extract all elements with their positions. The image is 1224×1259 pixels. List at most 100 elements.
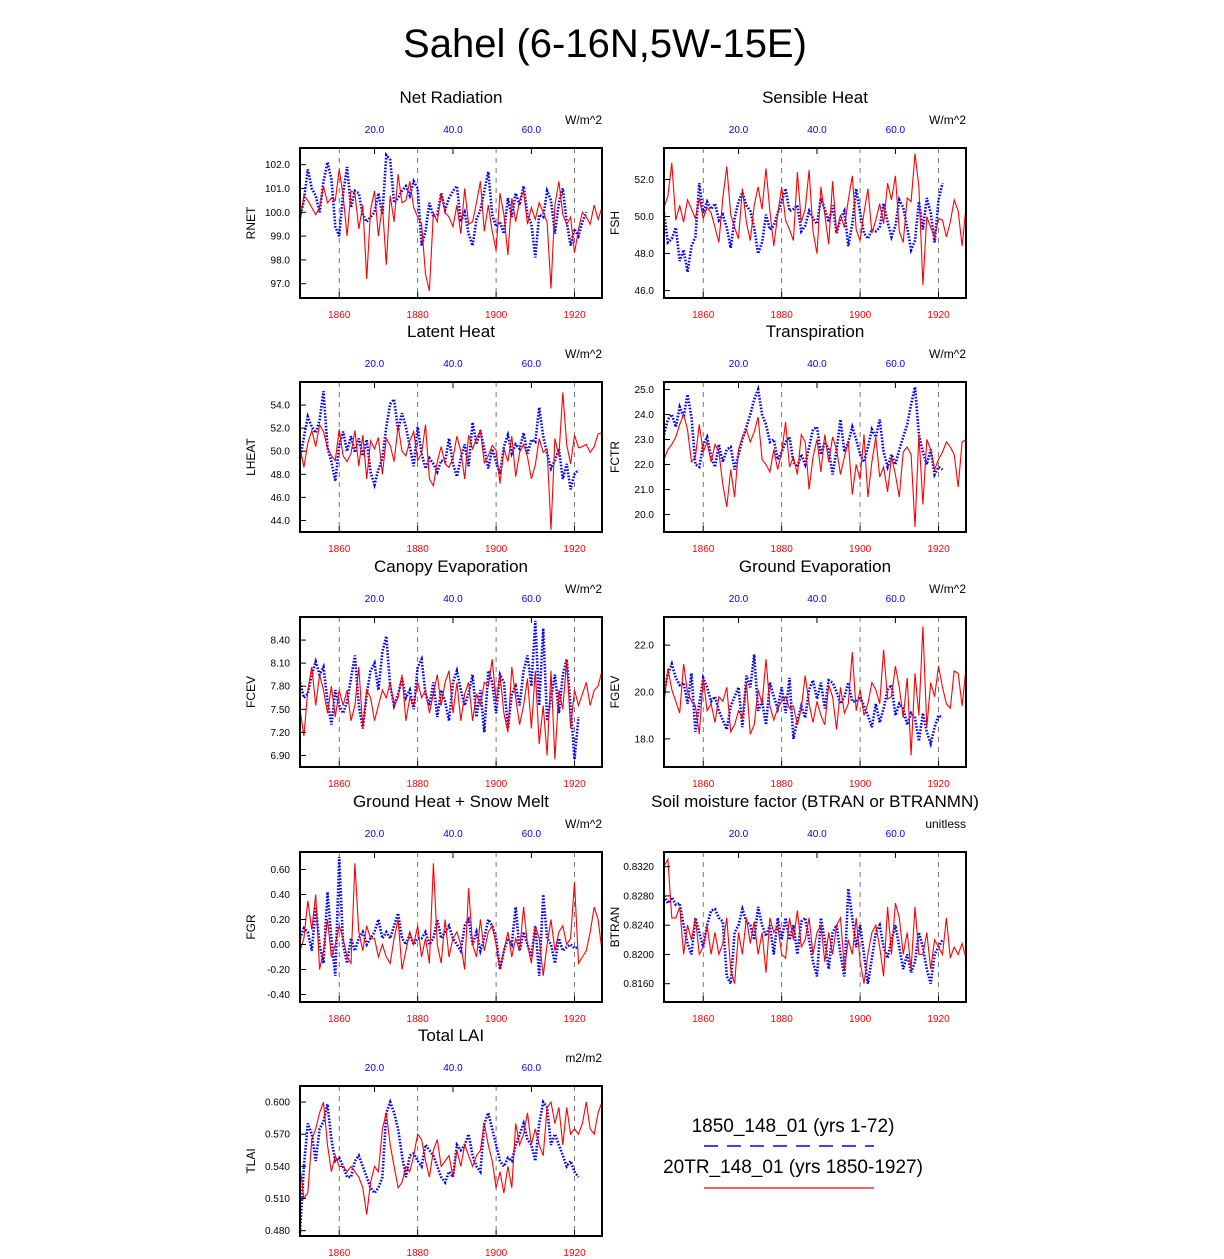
x-bottom-tick-label: 1860: [328, 544, 351, 555]
legend-label-series1: 1850_148_01 (yrs 1-72): [692, 1116, 895, 1137]
x-top-tick-label: 40.0: [443, 829, 463, 840]
y-axis-label: FGR: [244, 914, 258, 940]
x-top-tick-label: 60.0: [886, 594, 906, 605]
y-tick-label: 20.0: [635, 688, 655, 699]
x-bottom-tick-label: 1900: [485, 544, 508, 555]
x-top-tick-label: 20.0: [365, 829, 385, 840]
y-tick-label: 0.20: [271, 915, 291, 926]
y-tick-label: 98.0: [271, 255, 291, 266]
x-bottom-tick-label: 1880: [407, 1014, 430, 1025]
y-tick-label: 0.8280: [623, 891, 654, 902]
series-line-control: [662, 182, 944, 273]
panel-title: Net Radiation: [399, 88, 502, 107]
legend: 1850_148_01 (yrs 1-72) 20TR_148_01 (yrs …: [663, 1116, 923, 1189]
plot-frame: [663, 851, 967, 1003]
y-axis-label: BTRAN: [608, 907, 622, 948]
y-tick-label: 0.60: [271, 865, 291, 876]
y-tick-label: 97.0: [271, 279, 291, 290]
plot-frame: [299, 1085, 603, 1237]
y-tick-label: 20.0: [635, 510, 655, 521]
x-top-tick-label: 40.0: [443, 125, 463, 136]
legend-label-series2: 20TR_148_01 (yrs 1850-1927): [663, 1157, 923, 1178]
x-bottom-tick-label: 1900: [849, 1014, 872, 1025]
x-top-tick-label: 20.0: [729, 829, 749, 840]
x-top-tick-label: 40.0: [443, 1063, 463, 1074]
x-top-tick-label: 60.0: [522, 829, 542, 840]
y-tick-label: 18.0: [635, 734, 655, 745]
x-top-tick-label: 60.0: [886, 829, 906, 840]
x-bottom-tick-label: 1860: [328, 1014, 351, 1025]
x-top-tick-label: 60.0: [522, 125, 542, 136]
x-bottom-tick-label: 1920: [927, 779, 950, 790]
series-line-20tr: [299, 863, 603, 976]
panel-net-radiation: Net Radiation W/m^2 97.0 98.0 99.0 100.0 101.0…: [244, 88, 603, 321]
y-tick-label: 7.50: [271, 705, 291, 716]
series-line-20tr: [663, 153, 967, 286]
panel-title: Ground Evaporation: [739, 557, 891, 576]
x-bottom-tick-label: 1860: [692, 310, 715, 321]
panel-total-lai: Total LAI m2/m2 0.480 0.510 0.540 0.570 0.600 1…: [244, 1026, 603, 1259]
y-tick-label: -0.20: [267, 965, 290, 976]
y-tick-label: 0.570: [265, 1130, 290, 1141]
x-bottom-tick-label: 1880: [771, 544, 794, 555]
series-line-control: [298, 151, 588, 258]
panel-ground-heat: Ground Heat + Snow Melt W/m^2 -0.40 -0.20 0.…: [244, 792, 603, 1025]
y-tick-label: 24.0: [635, 410, 655, 421]
x-top-tick-label: 60.0: [522, 359, 542, 370]
series-line-20tr: [299, 1100, 603, 1215]
y-tick-label: 7.80: [271, 682, 291, 693]
y-tick-label: 0.8200: [623, 950, 654, 961]
x-top-tick-label: 40.0: [443, 359, 463, 370]
units-label: W/m^2: [565, 347, 602, 361]
panel-title: Latent Heat: [407, 322, 495, 341]
y-tick-label: 23.0: [635, 435, 655, 446]
y-tick-label: 101.0: [265, 184, 290, 195]
y-tick-label: 52.0: [271, 424, 291, 435]
y-tick-label: 52.0: [635, 175, 655, 186]
x-top-tick-label: 60.0: [522, 1063, 542, 1074]
plot-frame: [299, 381, 603, 533]
series-line-20tr: [663, 857, 967, 984]
panel-canopy-evaporation: Canopy Evaporation W/m^2 6.90 7.20 7.50 7.80 8…: [244, 557, 603, 790]
x-top-tick-label: 20.0: [729, 359, 749, 370]
y-tick-label: 0.510: [265, 1194, 290, 1205]
panel-transpiration: Transpiration W/m^2 20.0 21.0 22.0 23.0 24.0 25…: [608, 322, 967, 555]
plot-frame: [663, 147, 967, 299]
y-tick-label: 0.8240: [623, 921, 654, 932]
x-top-tick-label: 60.0: [886, 125, 906, 136]
x-bottom-tick-label: 1880: [407, 779, 430, 790]
series-line-20tr: [663, 412, 967, 528]
y-axis-label: FSH: [608, 211, 622, 235]
x-top-tick-label: 40.0: [807, 125, 827, 136]
y-tick-label: 0.480: [265, 1226, 290, 1237]
y-tick-label: 0.540: [265, 1162, 290, 1173]
x-top-tick-label: 60.0: [522, 594, 542, 605]
chart-panels: Net Radiation W/m^2 97.0 98.0 99.0 100.0 101.0…: [244, 88, 979, 1259]
x-bottom-tick-label: 1880: [771, 779, 794, 790]
units-label: m2/m2: [565, 1051, 602, 1065]
units-label: unitless: [925, 817, 966, 831]
y-axis-label: FCEV: [244, 676, 258, 708]
y-tick-label: 48.0: [271, 470, 291, 481]
x-bottom-tick-label: 1900: [485, 1248, 508, 1259]
x-bottom-tick-label: 1920: [563, 310, 586, 321]
x-top-tick-label: 40.0: [443, 594, 463, 605]
x-bottom-tick-label: 1920: [563, 1248, 586, 1259]
x-top-tick-label: 20.0: [729, 125, 749, 136]
x-bottom-tick-label: 1860: [692, 544, 715, 555]
units-label: W/m^2: [929, 582, 966, 596]
x-bottom-tick-label: 1900: [485, 779, 508, 790]
x-top-tick-label: 40.0: [807, 594, 827, 605]
x-bottom-tick-label: 1880: [407, 1248, 430, 1259]
panel-latent-heat: Latent Heat W/m^2 44.0 46.0 48.0 50.0 52.0 54.0…: [244, 322, 603, 555]
x-top-tick-label: 20.0: [365, 125, 385, 136]
series-line-20tr: [299, 169, 603, 292]
panel-title: Soil moisture factor (BTRAN or BTRANMN): [651, 792, 979, 811]
x-bottom-tick-label: 1880: [771, 310, 794, 321]
x-bottom-tick-label: 1880: [407, 310, 430, 321]
y-tick-label: 50.0: [271, 447, 291, 458]
x-top-tick-label: 20.0: [365, 594, 385, 605]
panel-title: Total LAI: [418, 1026, 484, 1045]
units-label: W/m^2: [929, 113, 966, 127]
